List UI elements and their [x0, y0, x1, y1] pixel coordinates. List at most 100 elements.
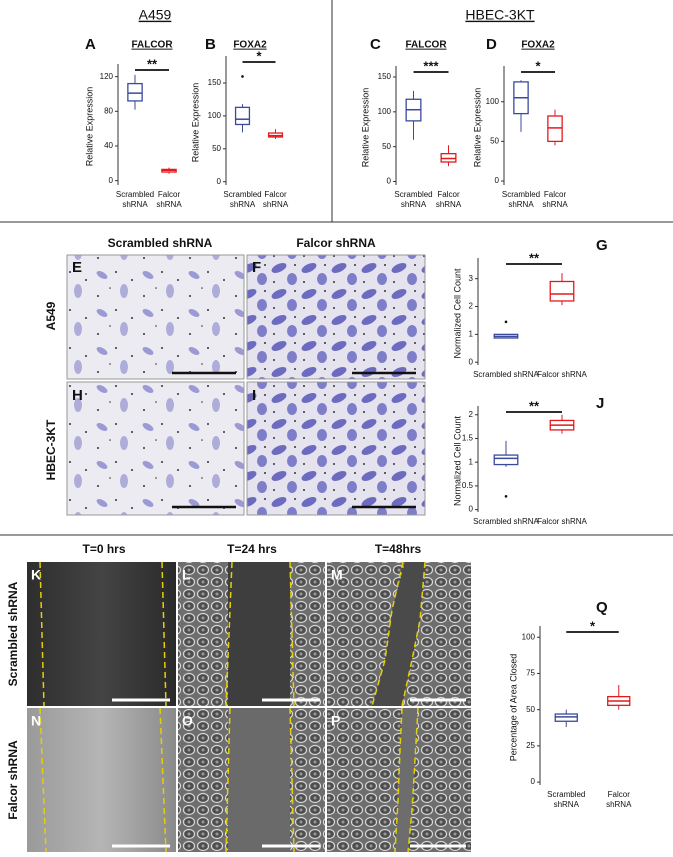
x-tick-label: Scrambled shRNA: [115, 190, 155, 209]
panel-letter: D: [486, 36, 497, 53]
y-tick-label: 50: [526, 705, 535, 714]
x-tick-label: Scrambled shRNA: [547, 790, 586, 809]
panel-letter: L: [182, 567, 191, 583]
box: [493, 454, 519, 466]
y-axis-label: Normalized Cell Count: [452, 268, 462, 359]
y-axis-label: Normalized Cell Count: [452, 415, 462, 506]
y-tick-label: 0: [217, 177, 222, 186]
chart-title: FALCOR: [405, 40, 447, 51]
y-tick-label: 0: [531, 777, 536, 786]
y-tick-label: 0: [387, 177, 392, 186]
x-tick-label: Scrambled shRNA: [394, 190, 433, 209]
wound-images: [27, 562, 471, 852]
y-tick-label: 120: [100, 72, 114, 81]
y-axis-label: Relative Expression: [84, 87, 94, 167]
panel-letter: M: [331, 567, 343, 583]
box: [549, 280, 575, 302]
y-tick-label: 1: [469, 457, 474, 466]
y-tick-label: 100: [486, 97, 500, 106]
panel-letter: C: [370, 36, 381, 53]
chart-title: FOXA2: [233, 40, 267, 51]
chart-title: FALCOR: [131, 40, 173, 51]
y-tick-label: 50: [382, 142, 391, 151]
significance: *: [590, 618, 596, 633]
x-tick-label: Falcor shRNA: [537, 370, 587, 379]
row-header: Falcor shRNA: [6, 740, 20, 820]
significance: *: [256, 48, 262, 63]
panel-letter: O: [182, 713, 193, 729]
significance: *: [535, 58, 541, 73]
y-tick-label: 0: [469, 357, 474, 366]
x-tick-label: Falcor shRNA: [606, 790, 632, 809]
significance: **: [529, 398, 540, 413]
outlier: [504, 495, 508, 498]
y-tick-label: 50: [212, 144, 221, 153]
panel-letter: H: [72, 387, 83, 404]
x-tick-label: Falcor shRNA: [537, 517, 587, 526]
y-tick-label: 150: [378, 72, 392, 81]
section-title: A459: [139, 7, 172, 23]
x-tick-label: Falcor shRNA: [262, 190, 289, 209]
outlier: [241, 75, 244, 78]
y-axis-label: Relative Expression: [360, 88, 370, 168]
y-axis-label: Percentage of Area Closed: [508, 654, 518, 762]
y-tick-label: 100: [208, 111, 222, 120]
panel-letter: G: [596, 237, 608, 254]
x-tick-label: Falcor shRNA: [435, 190, 462, 209]
column-header: Falcor shRNA: [296, 236, 376, 250]
column-header: T=0 hrs: [82, 542, 125, 556]
section-title: HBEC-3KT: [465, 7, 535, 23]
outlier: [504, 320, 508, 324]
x-tick-label: Falcor shRNA: [156, 190, 182, 209]
micrograph: [246, 381, 426, 516]
wound-edges: [39, 561, 426, 853]
row-header: HBEC-3KT: [44, 419, 58, 480]
chart-title: FOXA2: [521, 40, 555, 51]
y-axis-label: Relative Expression: [190, 83, 200, 163]
y-tick-label: 0: [495, 176, 500, 185]
micrograph: [66, 254, 245, 380]
y-tick-label: 2: [469, 410, 474, 419]
panel-letter: I: [252, 387, 256, 404]
scale-bars: [172, 371, 416, 509]
panel-letter: K: [31, 567, 41, 583]
panel-letter: J: [596, 395, 604, 412]
significance: **: [529, 250, 540, 265]
column-header: Scrambled shRNA: [108, 236, 213, 250]
x-tick-label: Scrambled shRNA: [473, 370, 539, 379]
panel-letter: B: [205, 36, 216, 53]
y-tick-label: 100: [522, 632, 536, 641]
y-tick-label: 80: [104, 106, 113, 115]
box: [234, 106, 251, 126]
x-tick-label: Scrambled shRNA: [473, 517, 539, 526]
y-tick-label: 2: [469, 302, 474, 311]
x-tick-label: Scrambled shRNA: [501, 190, 541, 209]
y-tick-label: 0: [469, 505, 474, 514]
panel-letter: F: [252, 259, 261, 276]
y-tick-label: 0.5: [462, 481, 474, 490]
panel-letter: Q: [596, 599, 608, 616]
panel-letter: A: [85, 36, 96, 53]
y-tick-label: 100: [378, 107, 392, 116]
panel-letter: P: [331, 713, 340, 729]
y-tick-label: 25: [526, 741, 535, 750]
box: [547, 115, 563, 143]
micrograph: [246, 254, 426, 380]
scale-bars: [112, 698, 466, 848]
y-axis-label: Relative Expression: [472, 88, 482, 168]
row-header: Scrambled shRNA: [6, 581, 20, 686]
row-header: A549: [44, 301, 58, 330]
y-tick-label: 75: [526, 669, 535, 678]
x-tick-label: Falcor shRNA: [542, 190, 568, 209]
y-tick-label: 3: [469, 274, 474, 283]
significance: **: [147, 56, 158, 71]
micrograph: [66, 381, 245, 516]
y-tick-label: 1.5: [462, 434, 474, 443]
y-tick-label: 1: [469, 329, 474, 338]
column-header: T=48hrs: [375, 542, 422, 556]
column-header: T=24 hrs: [227, 542, 277, 556]
y-tick-label: 0: [109, 176, 114, 185]
y-tick-label: 150: [208, 78, 222, 87]
